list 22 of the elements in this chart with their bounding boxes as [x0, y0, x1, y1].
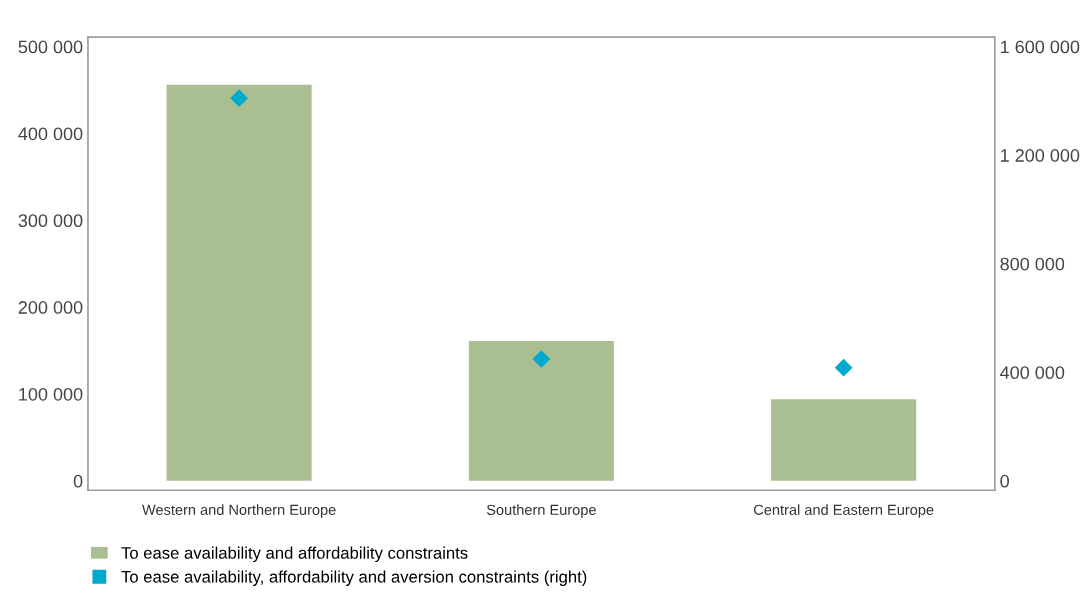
y2-tick-label: 1 200 000: [1001, 149, 1080, 162]
y-tick-label: 500 000: [18, 40, 83, 54]
y-tick-label: 300 000: [18, 214, 83, 228]
legend-label: To ease availability, affordability and aversion constraints (right): [121, 570, 587, 586]
y2-tick-label: 1 600 000: [1001, 40, 1080, 54]
bar: [771, 399, 917, 481]
point: [835, 359, 853, 377]
y2-tick-label: 400 000: [1000, 366, 1065, 380]
legend-label: To ease availability and affordability constraints: [121, 546, 468, 563]
x-tick-label: Southern Europe: [486, 504, 596, 518]
x-tick-label: Central and Eastern Europe: [754, 504, 934, 518]
point: [230, 89, 248, 107]
bar: [166, 84, 312, 481]
y-tick-label: 0: [73, 474, 83, 488]
bar: [468, 341, 614, 481]
x-tick-label: Western and Northern Europe: [142, 504, 336, 518]
y-tick-label: 400 000: [18, 127, 83, 141]
y-tick-label: 200 000: [18, 301, 83, 314]
y2-tick-label: 0: [1000, 474, 1009, 488]
y2-tick-label: 800 000: [1000, 257, 1065, 271]
point: [532, 350, 550, 368]
y-tick-label: 100 000: [19, 387, 83, 401]
